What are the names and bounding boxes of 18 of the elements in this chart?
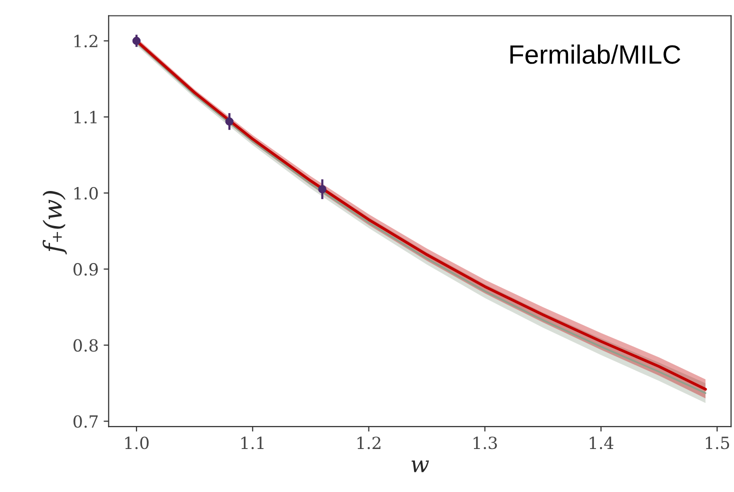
x-tick-label: 1.0	[125, 436, 149, 450]
point	[132, 36, 141, 45]
x-axis-title: w	[412, 460, 429, 472]
y-axis-title: f₊(w)	[42, 191, 67, 254]
x-tick-label: 1.3	[474, 436, 497, 450]
annotation: Fermilab/MILC	[510, 44, 680, 64]
x-tick-label: 1.2	[358, 436, 380, 450]
y-tick-label: 0.7	[74, 415, 98, 428]
y-tick-label: 0.9	[74, 263, 98, 276]
x-tick-label: 1.4	[590, 436, 614, 450]
point	[225, 117, 234, 126]
x-tick-label: 1.5	[706, 436, 730, 450]
y-tick-label: 1.1	[74, 110, 97, 124]
point	[318, 185, 326, 194]
x-tick-label: 1.1	[241, 436, 264, 450]
y-tick-label: 0.8	[74, 339, 98, 352]
y-tick-label: 1.0	[74, 186, 98, 200]
y-tick-label: 1.2	[74, 34, 98, 48]
